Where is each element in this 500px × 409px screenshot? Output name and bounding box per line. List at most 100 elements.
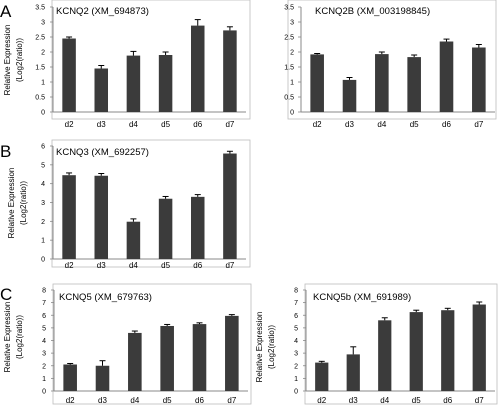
- bar-d2: [62, 175, 76, 259]
- bar-d4: [378, 320, 392, 391]
- y-tick-label: 1.5: [284, 65, 294, 72]
- category-label: d4: [129, 120, 138, 129]
- y-tick-label: 0: [41, 257, 45, 264]
- bar-d7: [223, 30, 237, 112]
- y-tick-label: 2: [294, 363, 298, 370]
- chart-2: 0 0.5 1 1.5 2 2.5 3 3.5 d2 d3 d4 d5 d6 d7 KCNQ2B (XM_0…: [284, 0, 497, 129]
- bar-d2: [315, 362, 329, 391]
- bar-d3: [342, 79, 357, 112]
- bar-d3: [94, 68, 109, 112]
- y-tick-label: 3: [41, 20, 45, 27]
- category-label: d2: [65, 261, 74, 270]
- category-label: d5: [410, 120, 419, 129]
- y-tick-label: 6: [41, 144, 45, 151]
- y-tick-label: 7: [294, 300, 298, 307]
- chart-1: 0 0.5 1 1.5 2 2.5 3 3.5 d2 d3 d4 d5 d6 d7 KCNQ2 (XM_69…: [3, 0, 251, 129]
- chart-frame: [51, 0, 251, 120]
- y-axis-label: (Log2(ratio)): [15, 315, 24, 359]
- y-tick-label: 3: [294, 351, 298, 358]
- category-label: d3: [349, 396, 358, 405]
- category-label: d7: [474, 120, 483, 129]
- charts-container: 0 0.5 1 1.5 2 2.5 3 3.5 d2 d3 d4 d5 d6 d7 KCNQ2 (XM_69…: [3, 0, 498, 405]
- bar-d6: [192, 324, 207, 391]
- y-tick-label: 3: [42, 351, 46, 358]
- bar-d7: [472, 47, 486, 112]
- category-label: d5: [163, 396, 172, 405]
- bar-d7: [472, 304, 486, 391]
- category-label: d3: [97, 261, 106, 270]
- y-tick-label: 6: [294, 313, 298, 320]
- bar-d6: [441, 310, 455, 391]
- y-tick-label: 4: [42, 338, 46, 345]
- bar-d2: [310, 54, 324, 112]
- bar-d3: [346, 354, 360, 391]
- category-label: d4: [377, 120, 386, 129]
- y-tick-label: 0: [290, 110, 294, 117]
- y-tick-label: 0.5: [35, 95, 45, 102]
- bar-d4: [126, 55, 141, 112]
- y-tick-label: 0: [294, 389, 298, 396]
- category-label: d7: [227, 396, 236, 405]
- category-label: d3: [97, 120, 106, 129]
- y-tick-label: 7: [42, 300, 46, 307]
- y-axis-label: (Log2(ratio)): [267, 325, 276, 369]
- y-tick-label: 1: [42, 376, 46, 383]
- chart-title: KCNQ3 (XM_692257): [56, 147, 149, 158]
- y-tick-label: 5: [42, 325, 46, 332]
- y-tick-label: 1: [290, 80, 294, 87]
- chart-frame: [51, 139, 251, 268]
- bar-d4: [128, 332, 142, 391]
- panel-label-c: C: [0, 285, 12, 304]
- y-tick-label: 3: [41, 200, 45, 207]
- bar-d5: [409, 312, 423, 391]
- bar-d2: [63, 364, 77, 391]
- y-tick-label: 4: [41, 181, 45, 188]
- bar-d4: [375, 54, 389, 112]
- category-label: d4: [130, 396, 139, 405]
- category-label: d5: [412, 396, 421, 405]
- y-axis-label: Relative Expression: [3, 302, 12, 373]
- y-tick-label: 0: [42, 389, 46, 396]
- category-label: d3: [98, 396, 107, 405]
- bar-d3: [95, 365, 110, 391]
- category-label: d6: [193, 120, 202, 129]
- category-label: d2: [317, 396, 326, 405]
- chart-title: KCNQ5b (XM_691989): [313, 292, 411, 303]
- bar-d5: [160, 325, 174, 391]
- chart-frame: [304, 283, 498, 405]
- y-tick-label: 2: [42, 363, 46, 370]
- bar-d6: [190, 196, 205, 259]
- category-label: d5: [161, 261, 170, 270]
- bar-d5: [158, 55, 173, 112]
- y-tick-label: 2.5: [284, 35, 294, 42]
- y-tick-label: 1.5: [35, 65, 45, 72]
- category-label: d6: [193, 261, 202, 270]
- chart-4: 0 1 2 3 4 5 6 7 8 d2 d3 d4 d5 d6 d7 KCNQ5 (XM_679763) Re…: [3, 283, 252, 405]
- category-label: d2: [65, 120, 74, 129]
- bar-d3: [94, 175, 109, 259]
- chart-title: KCNQ2 (XM_694873): [56, 6, 149, 17]
- category-label: d4: [380, 396, 389, 405]
- y-tick-label: 6: [42, 313, 46, 320]
- y-axis-label: (Log2(ratio)): [19, 181, 28, 225]
- category-label: d2: [313, 120, 322, 129]
- y-tick-label: 5: [294, 325, 298, 332]
- bar-d6: [190, 25, 205, 113]
- category-label: d7: [475, 396, 484, 405]
- y-tick-label: 2: [290, 50, 294, 57]
- bar-d5: [407, 57, 421, 112]
- y-tick-label: 0.5: [284, 95, 294, 102]
- bar-d7: [223, 153, 237, 259]
- y-tick-label: 3: [290, 20, 294, 27]
- category-label: d7: [225, 120, 234, 129]
- y-tick-label: 4: [294, 338, 298, 345]
- category-label: d6: [443, 396, 452, 405]
- panel-label-a: A: [0, 2, 12, 21]
- chart-frame: [287, 0, 497, 120]
- category-label: d2: [66, 396, 75, 405]
- category-label: d4: [129, 261, 138, 270]
- y-axis-label: (Log2(ratio)): [15, 38, 24, 82]
- category-label: d5: [161, 120, 170, 129]
- y-tick-label: 2.5: [35, 35, 45, 42]
- y-axis-label: Relative Expression: [7, 168, 16, 239]
